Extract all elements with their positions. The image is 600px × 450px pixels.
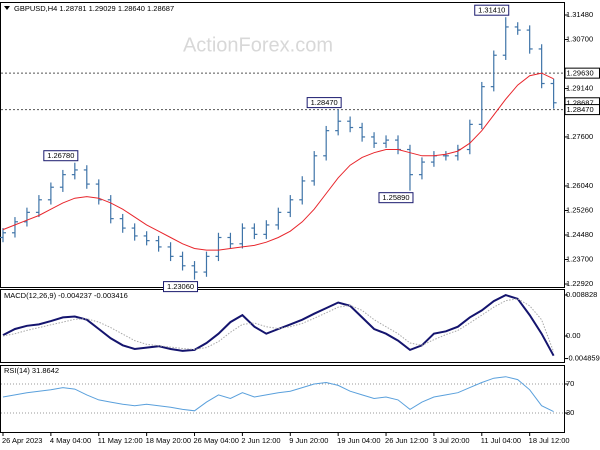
x-tick-label: 18 Jul 12:00 [529,436,570,445]
y-tick-label: 1.23700 [566,254,593,263]
y-tick-label: 1.25260 [566,205,593,214]
annotation-box [474,4,510,16]
x-tick-label: 2 Jun 12:00 [241,436,280,445]
annotation-box [43,150,79,162]
rsi-title: RSI(14) 31.8642 [4,366,59,375]
y-tick-label: 1.30700 [566,35,593,44]
y-tick-label: 30 [566,408,574,417]
x-tick-label: 9 Jun 20:00 [289,436,328,445]
x-tick-label: 3 Jul 20:00 [433,436,470,445]
y-tick-label: 0.008828 [566,290,597,299]
x-tick-label: 11 Jul 04:00 [481,436,521,445]
series-line [2,294,555,357]
price-panel [0,2,565,288]
annotation-box [378,192,414,204]
x-tick-label: 11 May 12:00 [98,436,143,445]
annotation-box [306,97,342,109]
y-tick-label: 1.26040 [566,181,593,190]
x-tick-label: 18 May 20:00 [146,436,191,445]
y-tick-label: 0.00 [566,331,581,340]
y-tick-label: -0.004859 [566,354,600,363]
y-tick-label: 1.31480 [566,10,593,19]
macd-title: MACD(12,26,9) -0.004237 -0.003416 [4,291,128,300]
rsi-panel [0,365,565,433]
series-line [2,72,554,251]
level-label: 1.28470 [567,105,594,114]
level-label: 1.29630 [567,69,594,78]
macd-panel [0,289,565,363]
watermark: ActionForex.com [183,34,333,56]
x-tick-label: 26 Jun 12:00 [385,436,428,445]
y-tick-label: 1.29140 [566,84,593,93]
annotation-label: 1.23060 [167,282,194,291]
annotation-label: 1.26780 [47,151,74,160]
y-tick-label: 1.24480 [566,230,593,239]
level-label: 1.28687 [567,98,594,107]
x-tick-label: 19 Jun 04:00 [337,436,380,445]
price-title: GBPUSD,H4 1.28781 1.29029 1.28640 1.2868… [14,4,174,13]
annotation-box [163,281,199,293]
x-tick-label: 26 Apr 2023 [2,436,42,445]
x-tick-label: 4 May 04:00 [50,436,91,445]
annotation-label: 1.25890 [382,193,409,202]
x-tick-label: 26 May 04:00 [194,436,239,445]
series-line [2,376,554,413]
annotation-label: 1.31410 [478,6,505,15]
series-line [2,298,555,353]
annotation-label: 1.28470 [311,98,338,107]
y-tick-label: 1.27600 [566,132,593,141]
y-tick-label: 1.22920 [566,279,593,288]
menu-arrow [4,6,10,10]
y-tick-label: 70 [566,379,574,388]
